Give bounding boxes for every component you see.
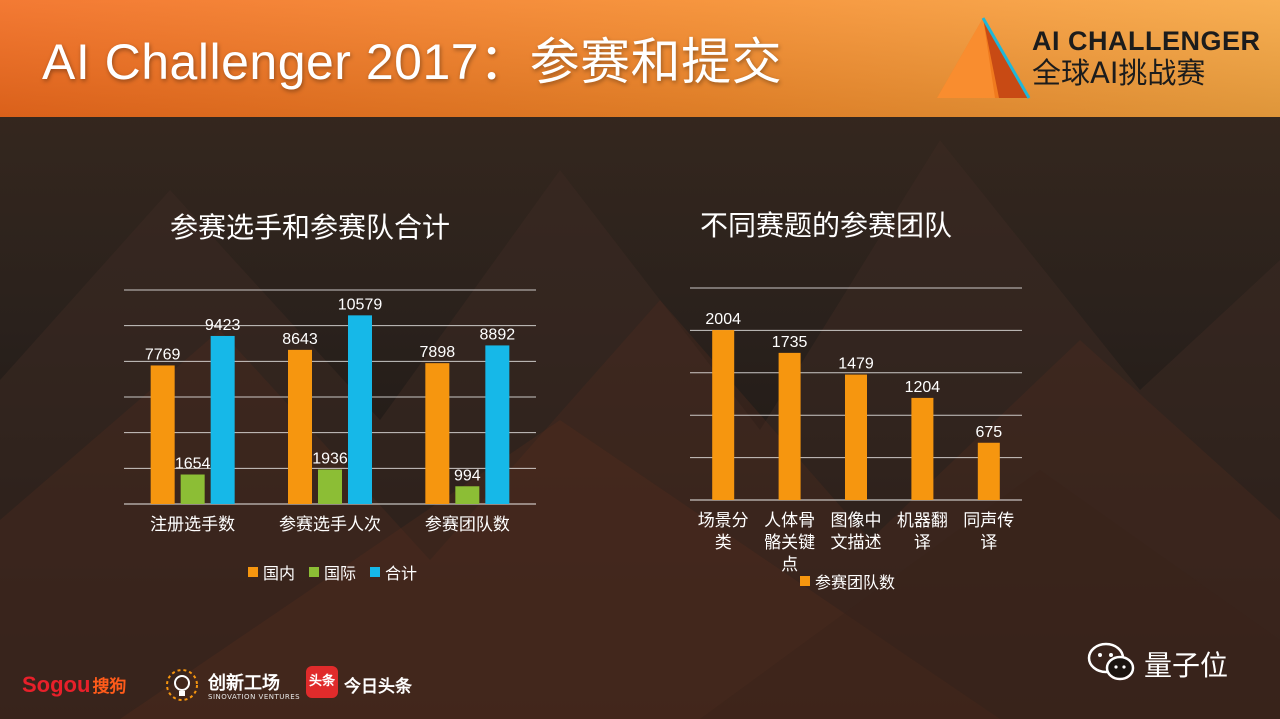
slide-title: AI Challenger 2017：参赛和提交 bbox=[42, 34, 783, 90]
x-tick-label: 图像中文描述 bbox=[831, 511, 882, 553]
toutiao-logo: 头条 今日头条 bbox=[306, 666, 426, 700]
sogou-logo: Sogou 搜狗 bbox=[22, 672, 126, 698]
legend-label: 参赛团队数 bbox=[815, 573, 896, 592]
bar bbox=[210, 335, 235, 504]
bar bbox=[778, 352, 801, 500]
bar bbox=[180, 474, 205, 504]
data-label: 7769 bbox=[145, 346, 181, 363]
bar bbox=[911, 397, 934, 500]
data-label: 1479 bbox=[838, 356, 874, 373]
bar bbox=[455, 486, 480, 504]
wechat-icon bbox=[1087, 642, 1135, 681]
chart2-title: 不同赛题的参赛团队 bbox=[700, 209, 953, 242]
watermark-text: 量子位 bbox=[1144, 649, 1229, 682]
sogou-logo-cn: 搜狗 bbox=[92, 677, 127, 697]
data-label: 994 bbox=[454, 467, 481, 484]
qbitai-watermark: 量子位 bbox=[1086, 640, 1246, 690]
bar bbox=[318, 469, 342, 504]
sinovation-name: 创新工场 bbox=[208, 673, 280, 694]
bar bbox=[425, 363, 450, 504]
bar bbox=[977, 442, 1000, 500]
legend-label: 国内 bbox=[263, 564, 296, 583]
x-tick-label: 参赛选手人次 bbox=[279, 514, 381, 535]
legend-swatch bbox=[309, 567, 320, 577]
legend-item: 国际 bbox=[309, 560, 356, 584]
slide-header: AI Challenger 2017：参赛和提交 AI CHALLENGER 全… bbox=[0, 0, 1280, 117]
legend-label: 合计 bbox=[385, 564, 418, 583]
bar bbox=[150, 365, 175, 504]
x-tick-label: 人体骨骼关键点 bbox=[764, 511, 815, 575]
ai-challenger-logo-text: AI CHALLENGER 全球AI挑战赛 bbox=[1032, 26, 1261, 90]
bar bbox=[712, 330, 735, 500]
data-label: 10579 bbox=[338, 296, 383, 313]
bar bbox=[485, 345, 510, 504]
data-label: 1936 bbox=[312, 450, 348, 467]
data-label: 2004 bbox=[705, 311, 741, 328]
x-tick-label: 机器翻译 bbox=[897, 511, 948, 553]
sogou-logo-text: Sogou bbox=[22, 672, 91, 697]
logo-english: AI CHALLENGER bbox=[1032, 26, 1261, 56]
bar bbox=[845, 374, 867, 500]
ai-challenger-logo-icon bbox=[937, 17, 1031, 99]
legend-swatch bbox=[370, 567, 381, 577]
x-tick-label: 注册选手数 bbox=[150, 515, 235, 535]
bar bbox=[348, 315, 372, 504]
x-tick-label: 同声传译 bbox=[963, 511, 1014, 553]
data-label: 9423 bbox=[205, 317, 241, 334]
sinovation-en-name: SINOVATION VENTURES bbox=[208, 693, 301, 701]
legend-swatch bbox=[248, 567, 258, 577]
toutiao-badge-icon: 头条 bbox=[306, 666, 338, 698]
data-label: 7898 bbox=[420, 344, 456, 361]
x-tick-label: 参赛团队数 bbox=[425, 514, 510, 535]
sinovation-logo: 创新工场 SINOVATION VENTURES bbox=[162, 665, 332, 705]
legend-item: 参赛团队数 bbox=[800, 569, 895, 593]
legend-item: 国内 bbox=[248, 560, 295, 584]
data-label: 8892 bbox=[480, 326, 516, 343]
data-label: 1204 bbox=[905, 379, 941, 396]
toutiao-name: 今日头条 bbox=[344, 677, 412, 697]
x-tick-label: 场景分类 bbox=[698, 511, 749, 553]
legend-item: 合计 bbox=[370, 560, 417, 584]
chart1-legend: 国内 国际 合计 bbox=[248, 560, 431, 584]
bar bbox=[288, 349, 312, 504]
data-label: 1654 bbox=[175, 456, 211, 473]
chart2-legend: 参赛团队数 bbox=[800, 569, 909, 593]
data-label: 675 bbox=[975, 424, 1002, 441]
logo-chinese: 全球AI挑战赛 bbox=[1032, 56, 1206, 90]
data-label: 8643 bbox=[282, 331, 318, 348]
lightbulb-icon bbox=[166, 669, 198, 701]
data-label: 1735 bbox=[772, 334, 808, 351]
chart1-title: 参赛选手和参赛队合计 bbox=[170, 211, 451, 244]
legend-label: 国际 bbox=[324, 564, 357, 583]
legend-swatch bbox=[800, 576, 810, 586]
